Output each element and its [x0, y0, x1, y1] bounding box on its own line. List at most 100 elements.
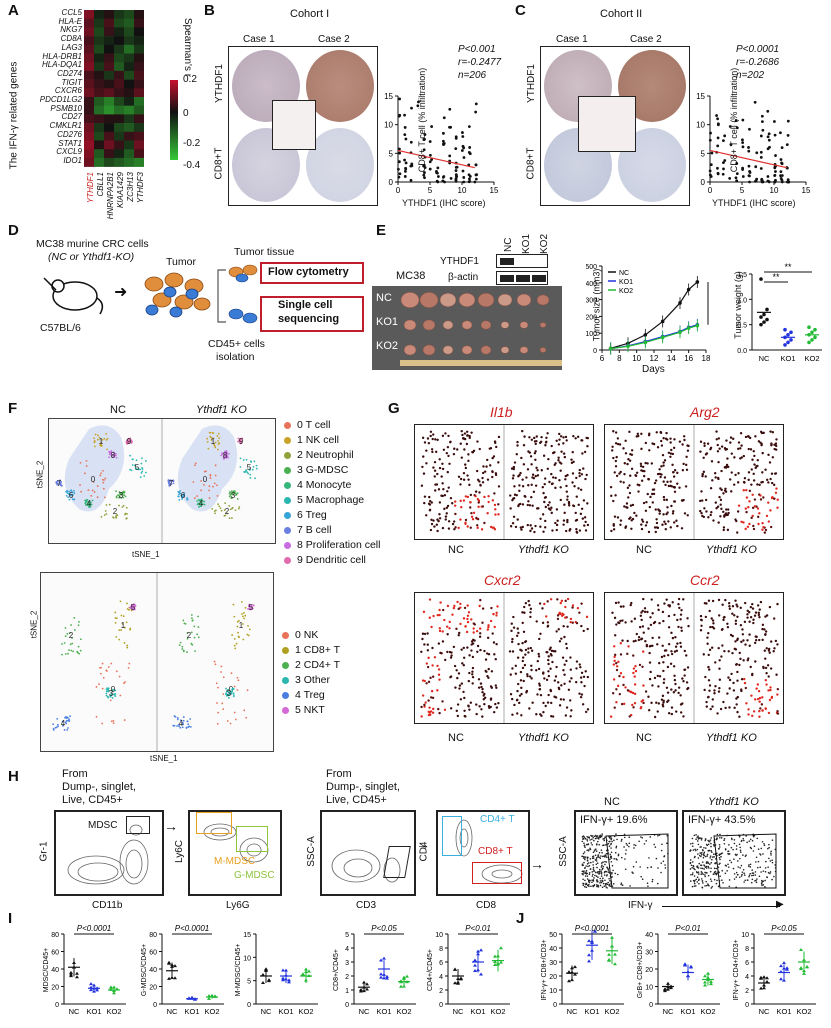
cell-point: [128, 441, 131, 444]
cell-point: [141, 470, 144, 473]
cell-point: [481, 715, 484, 718]
cell-point: [466, 474, 469, 477]
cell-point: [508, 650, 512, 653]
event-point: [740, 875, 743, 877]
cell-point: [722, 526, 726, 529]
event-point: [590, 861, 592, 864]
cell-point: [725, 439, 728, 442]
cell-point: [130, 441, 133, 444]
cell-point: [465, 442, 469, 446]
cell-point: [449, 441, 452, 444]
dot-plot-ylabel: IFN-γ+ CD4+/CD3+: [733, 939, 740, 1000]
cell-point: [569, 617, 573, 621]
data-point: [789, 330, 793, 335]
heatmap-cell: [94, 105, 104, 115]
cell-point: [742, 480, 746, 484]
cell-point: [703, 602, 707, 605]
cell-point: [436, 664, 439, 668]
cell-point: [439, 651, 442, 655]
event-point: [751, 874, 753, 877]
cell-point: [464, 495, 468, 498]
cell-point: [674, 689, 677, 692]
event-point: [610, 838, 613, 841]
cell-point: [484, 669, 487, 673]
cell-point: [516, 682, 520, 686]
cell-point: [700, 511, 703, 515]
event-point: [609, 858, 611, 861]
arrow-icon: ➜: [114, 284, 128, 301]
data-point: [398, 113, 402, 117]
ifn-gate: [713, 833, 777, 889]
cell-point: [770, 696, 773, 700]
cell-point: [680, 629, 683, 633]
cell-point: [728, 706, 731, 709]
cell-point: [719, 515, 722, 518]
cell-point: [679, 645, 683, 648]
cell-point: [653, 676, 657, 680]
data-point: [409, 140, 413, 144]
cell-point: [642, 701, 645, 705]
event-point: [601, 851, 603, 854]
cell-point: [457, 475, 461, 478]
data-point: [759, 167, 763, 170]
cell-point: [749, 616, 753, 619]
cell-point: [581, 703, 585, 706]
data-point: [754, 179, 758, 183]
event-point: [710, 880, 713, 882]
cell-point: [520, 456, 523, 460]
cell-point: [547, 670, 550, 673]
event-point: [582, 857, 585, 859]
cell-point: [542, 701, 545, 705]
cell-point: [455, 669, 458, 672]
cell-point: [106, 448, 108, 451]
cell-point: [113, 454, 116, 457]
cell-point: [531, 473, 535, 476]
event-point: [582, 873, 584, 876]
data-point: [760, 114, 764, 118]
event-point: [586, 838, 588, 841]
event-point: [593, 839, 595, 842]
cell-point: [104, 477, 107, 480]
cell-point: [69, 493, 72, 496]
cell-point: [767, 501, 770, 504]
cell-point: [521, 666, 525, 670]
cell-point: [217, 686, 219, 689]
event-point: [739, 851, 742, 853]
cell-point: [642, 474, 646, 478]
cell-point: [478, 635, 482, 638]
data-point: [765, 317, 769, 322]
heatmap-cell: [94, 123, 104, 133]
data-point: [660, 319, 665, 324]
heatmap-cell: [134, 140, 144, 150]
cluster-id: 8: [111, 451, 116, 460]
cell-point: [519, 471, 522, 475]
cell-point: [570, 677, 573, 680]
cell-point: [716, 450, 720, 453]
cell-point: [651, 636, 654, 640]
cell-point: [459, 602, 462, 606]
tick-label: 20: [549, 974, 557, 981]
cell-point: [762, 665, 765, 669]
heatmap-cell: [84, 97, 94, 106]
cell-point: [125, 441, 128, 444]
legend-dot: [284, 526, 291, 534]
cell-point: [114, 617, 117, 619]
cell-point: [687, 686, 690, 690]
cell-point: [770, 472, 774, 475]
cell-point: [767, 711, 771, 715]
cell-point: [584, 670, 587, 673]
cell-point: [197, 626, 200, 628]
event-point: [703, 865, 706, 867]
cell-point: [714, 501, 717, 504]
cell-point: [663, 654, 666, 658]
cell-point: [464, 463, 467, 466]
cell-point: [683, 649, 686, 653]
cell-point: [118, 638, 121, 641]
event-point: [600, 873, 603, 875]
cell-point: [228, 495, 231, 498]
cell-point: [224, 452, 227, 455]
cell-point: [475, 516, 478, 520]
cell-point: [622, 481, 625, 484]
cell-point: [671, 463, 674, 467]
cell-point: [441, 630, 444, 633]
